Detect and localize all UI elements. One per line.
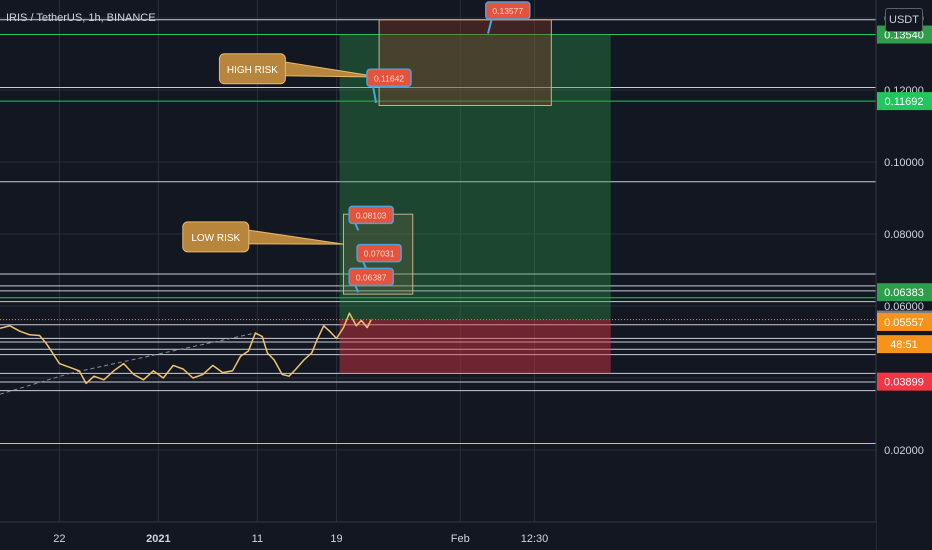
price-tag-box — [877, 312, 932, 331]
chart-title: IRIS / TetherUS, 1h, BINANCE — [6, 12, 156, 24]
price-tag-box — [877, 335, 932, 354]
price-label-box — [485, 1, 531, 20]
horizontal-levels — [0, 19, 876, 445]
price-label-box — [348, 267, 394, 287]
price-series — [0, 312, 372, 385]
price-tag-label: 0.13540 — [884, 30, 924, 42]
price-tag-label: 0.03899 — [884, 377, 924, 389]
callout-box — [182, 221, 250, 253]
price-label-text: 0.06387 — [356, 272, 387, 282]
high-risk-box — [378, 19, 552, 106]
time-tick-label: 22 — [53, 533, 65, 545]
time-tick-label: 12:30 — [521, 533, 549, 545]
price-axis-background — [876, 0, 932, 550]
price-label-pin — [487, 18, 493, 34]
price-label-pin — [372, 86, 378, 104]
price-tag-box — [877, 372, 932, 391]
time-tick-label: 2021 — [146, 533, 170, 545]
price-line — [0, 312, 372, 385]
time-axis-background — [0, 522, 876, 550]
price-label-box — [348, 205, 394, 225]
price-label-box — [366, 68, 412, 88]
price-tag-label: 0.11692 — [885, 96, 924, 108]
price-tag-box — [877, 92, 932, 111]
currency-unit-button[interactable]: USDT — [885, 8, 923, 32]
stop-loss-zone — [339, 319, 611, 374]
price-label-text: 0.13577 — [492, 6, 523, 16]
callout-label: LOW RISK — [191, 233, 240, 244]
callout-box — [218, 53, 286, 85]
price-tick-label: 0.06000 — [884, 301, 924, 313]
price-label-pin — [354, 284, 360, 293]
time-axis: 22 2021 11 19 Feb 12:30 — [0, 521, 876, 550]
price-label-box — [356, 243, 402, 263]
price-tag-label: 0.05557 — [884, 317, 924, 329]
time-tick-label: Feb — [451, 533, 470, 545]
price-tick-label: 0.10000 — [884, 157, 924, 169]
trend-line — [0, 372, 71, 395]
price-tick-label: 0.08000 — [884, 229, 924, 241]
price-axis: 0.140000.120000.100000.080000.060000.040… — [875, 0, 932, 550]
price-label-text: 0.07031 — [364, 249, 395, 259]
time-tick-label: 11 — [252, 533, 263, 545]
price-label-text: 0.08103 — [356, 210, 387, 220]
price-tag-label: 48:51 — [890, 339, 918, 351]
price-tag-label: 0.06383 — [884, 287, 924, 299]
price-tag-box — [877, 283, 932, 302]
trend-line — [69, 332, 256, 374]
price-label-pin — [354, 223, 360, 231]
callout-label: HIGH RISK — [227, 65, 278, 76]
time-tick-label: 19 — [330, 533, 342, 545]
annotations: HIGH RISK LOW RISK 0.13577 0.11642 0.08103 0.… — [182, 1, 531, 293]
price-tick-label: 0.02000 — [884, 445, 924, 457]
price-label-text: 0.11642 — [374, 73, 404, 83]
